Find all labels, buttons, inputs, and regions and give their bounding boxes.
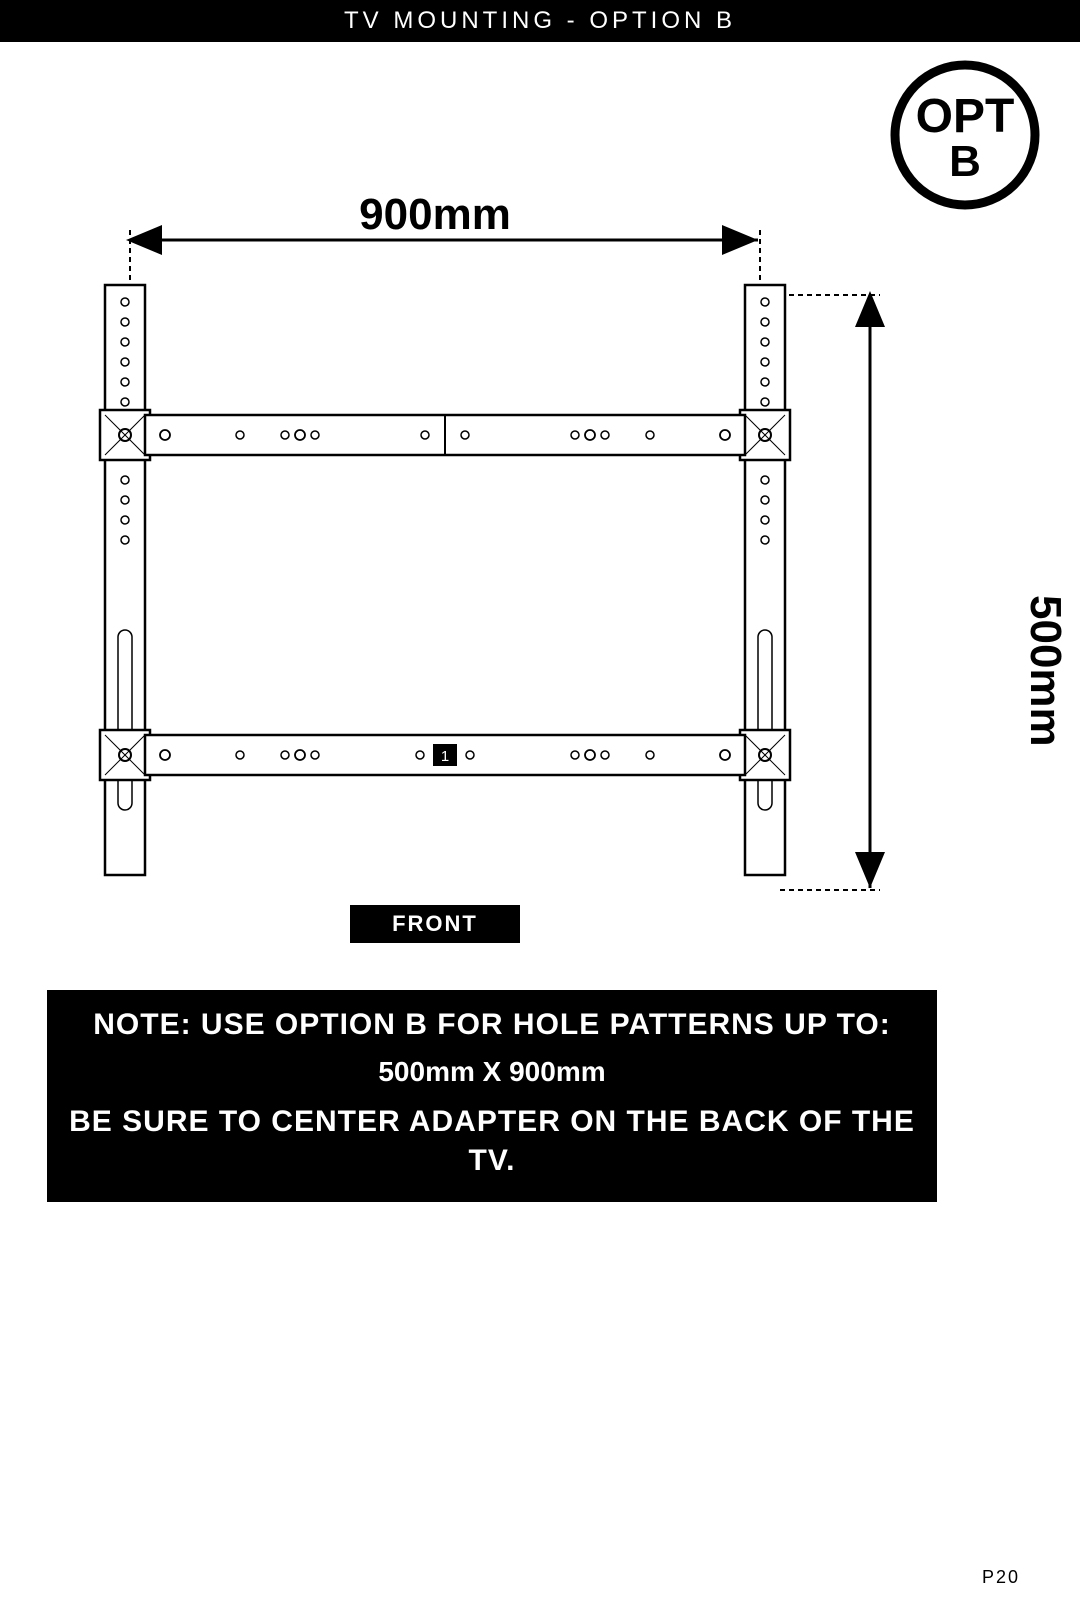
note-line-2: 500mm X 900mm [63, 1056, 921, 1088]
bottom-rail: 1 [145, 735, 745, 775]
page-number: P20 [982, 1567, 1020, 1588]
page-header: TV MOUNTING - OPTION B [0, 0, 1080, 42]
badge-line2: B [949, 137, 981, 186]
option-b-badge: OPT B [890, 60, 1040, 210]
note-line-1: NOTE: USE OPTION B FOR HOLE PATTERNS UP … [63, 1008, 921, 1042]
badge-line1: OPT [916, 90, 1015, 143]
left-bracket [100, 285, 150, 875]
right-bracket [740, 285, 790, 875]
note-box: NOTE: USE OPTION B FOR HOLE PATTERNS UP … [47, 990, 937, 1202]
mount-diagram: 1 [60, 210, 1020, 930]
top-rail [145, 415, 745, 455]
note-line-3: BE SURE TO CENTER ADAPTER ON THE BACK OF… [63, 1102, 921, 1180]
callout-number: 1 [441, 748, 449, 765]
front-label: FRONT [350, 905, 520, 943]
height-dimension-label: 500mm [1020, 595, 1070, 747]
